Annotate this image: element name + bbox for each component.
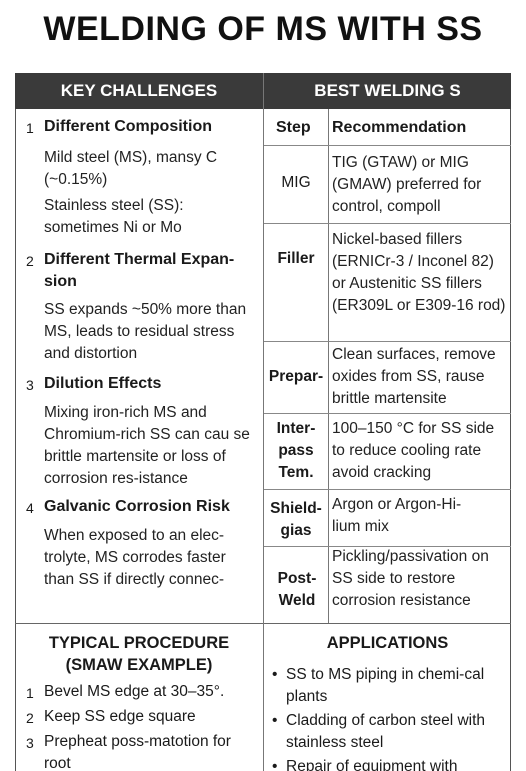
bullet-icon: • bbox=[272, 666, 278, 683]
challenge-item: 3 Dilution Effects Mixing iron-rich MS an… bbox=[26, 373, 258, 490]
column-divider bbox=[263, 73, 264, 623]
step-text: Prepheat poss-matotion for root bbox=[44, 733, 231, 771]
bullet-icon: • bbox=[272, 758, 278, 771]
challenge-text: Stainless steel (SS): sometimes Ni or Mo bbox=[44, 197, 184, 236]
challenge-title: Galvanic Corrosion Risk bbox=[44, 498, 230, 515]
challenge-item: 2 Different Thermal Expan-sion SS expands… bbox=[26, 249, 258, 365]
procedure-title: TYPICAL PROCEDURE (SMAW EXAMPLE) bbox=[15, 632, 263, 676]
row-step: Shield-gias bbox=[270, 500, 322, 539]
application-text: SS to MS piping in chemi-cal plants bbox=[286, 666, 485, 705]
table-row: Post-Weld Pickling/passivation on SS sid… bbox=[264, 546, 511, 616]
column-step-label: Step bbox=[276, 119, 311, 136]
table-rule bbox=[264, 489, 511, 490]
challenge-title: Different Composition bbox=[44, 118, 212, 135]
table-row: Inter-pass Tem. 100–150 °C for SS side t… bbox=[264, 416, 511, 486]
row-recommendation: Nickel-based fillers (ERNICr-3 / Inconel… bbox=[332, 231, 506, 314]
procedure-step: 2 Keep SS edge square bbox=[26, 706, 258, 729]
row-recommendation: 100–150 °C for SS side to reduce cooling… bbox=[332, 420, 495, 481]
table-rule bbox=[264, 413, 511, 414]
page-title: WELDING OF MS WITH SS bbox=[43, 10, 483, 48]
table-rule bbox=[264, 223, 511, 224]
procedure-step: 1 Bevel MS edge at 30–35°. bbox=[26, 681, 258, 704]
step-number: 2 bbox=[26, 710, 34, 726]
table-rule bbox=[264, 341, 511, 342]
row-recommendation: Pickling/passivation on SS side to resto… bbox=[332, 548, 489, 609]
applications-list: • SS to MS piping in chemi-cal plants • Cl… bbox=[272, 664, 502, 771]
row-step: Inter-pass Tem. bbox=[276, 420, 316, 481]
best-welding-header: BEST WELDING S bbox=[264, 73, 511, 109]
challenge-number: 1 bbox=[26, 120, 34, 136]
procedure-title-line2: (SMAW EXAMPLE) bbox=[65, 656, 213, 674]
challenge-number: 3 bbox=[26, 377, 34, 393]
challenges-list: 1 Different Composition Mild steel (MS), … bbox=[26, 116, 258, 595]
challenge-item: 4 Galvanic Corrosion Risk When exposed to… bbox=[26, 496, 258, 591]
challenge-item: 1 Different Composition Mild steel (MS), … bbox=[26, 116, 258, 239]
application-text: Cladding of carbon steel with stainless … bbox=[286, 712, 486, 751]
procedure-step: 3 Prepheat poss-matotion for root bbox=[26, 731, 258, 771]
applications-title: APPLICATIONS bbox=[326, 634, 449, 652]
challenge-number: 2 bbox=[26, 253, 34, 269]
table-rule bbox=[264, 145, 511, 146]
application-item: • SS to MS piping in chemi-cal plants bbox=[272, 664, 502, 708]
row-recommendation: Argon or Argon-Hi-lium mix bbox=[332, 496, 462, 535]
row-recommendation: Clean surfaces, remove oxides from SS, r… bbox=[332, 346, 496, 407]
table-row: Shield-gias Argon or Argon-Hi-lium mix bbox=[264, 492, 511, 546]
table-row: MIG TIG (GTAW) or MIG (GMAW) preferred f… bbox=[264, 150, 511, 220]
procedure-steps: 1 Bevel MS edge at 30–35°. 2 Keep SS edge … bbox=[26, 681, 258, 771]
step-number: 3 bbox=[26, 735, 34, 751]
table-row: Prepar- Clean surfaces, remove oxides fr… bbox=[264, 344, 511, 410]
bottom-column-divider bbox=[263, 623, 264, 771]
challenge-text: Mixing iron-rich MS and Chromium-rich SS… bbox=[44, 404, 250, 487]
step-number: 1 bbox=[26, 685, 34, 701]
table-step-divider bbox=[328, 109, 329, 623]
row-step: Filler bbox=[277, 250, 315, 267]
step-text: Keep SS edge square bbox=[44, 708, 196, 725]
challenge-text: Mild steel (MS), mansy C (~0.15%) bbox=[44, 149, 218, 188]
row-step: Post-Weld bbox=[277, 570, 317, 609]
application-text: Repair of equipment with bbox=[286, 758, 458, 771]
procedure-title-line1: TYPICAL PROCEDURE bbox=[48, 634, 230, 652]
challenge-number: 4 bbox=[26, 500, 34, 516]
challenge-title: Different Thermal Expan-sion bbox=[44, 251, 235, 290]
application-item: • Cladding of carbon steel with stainless… bbox=[272, 710, 502, 754]
table-row: Filler Nickel-based fillers (ERNICr-3 / … bbox=[264, 227, 511, 339]
table-rule bbox=[264, 546, 511, 547]
step-text: Bevel MS edge at 30–35°. bbox=[44, 683, 225, 700]
row-step: MIG bbox=[281, 174, 311, 191]
row-recommendation: TIG (GTAW) or MIG (GMAW) preferred for c… bbox=[332, 154, 482, 215]
column-recommendation-label: Recommendation bbox=[332, 119, 467, 136]
key-challenges-header: KEY CHALLENGES bbox=[15, 73, 263, 109]
challenge-title: Dilution Effects bbox=[44, 375, 162, 392]
row-step: Prepar- bbox=[268, 368, 324, 385]
challenge-text: SS expands ~50% more than MS, leads to r… bbox=[44, 301, 247, 362]
application-item: • Repair of equipment with bbox=[272, 756, 502, 771]
bullet-icon: • bbox=[272, 712, 278, 729]
challenge-text: When exposed to an elec-trolyte, MS corr… bbox=[44, 527, 226, 588]
